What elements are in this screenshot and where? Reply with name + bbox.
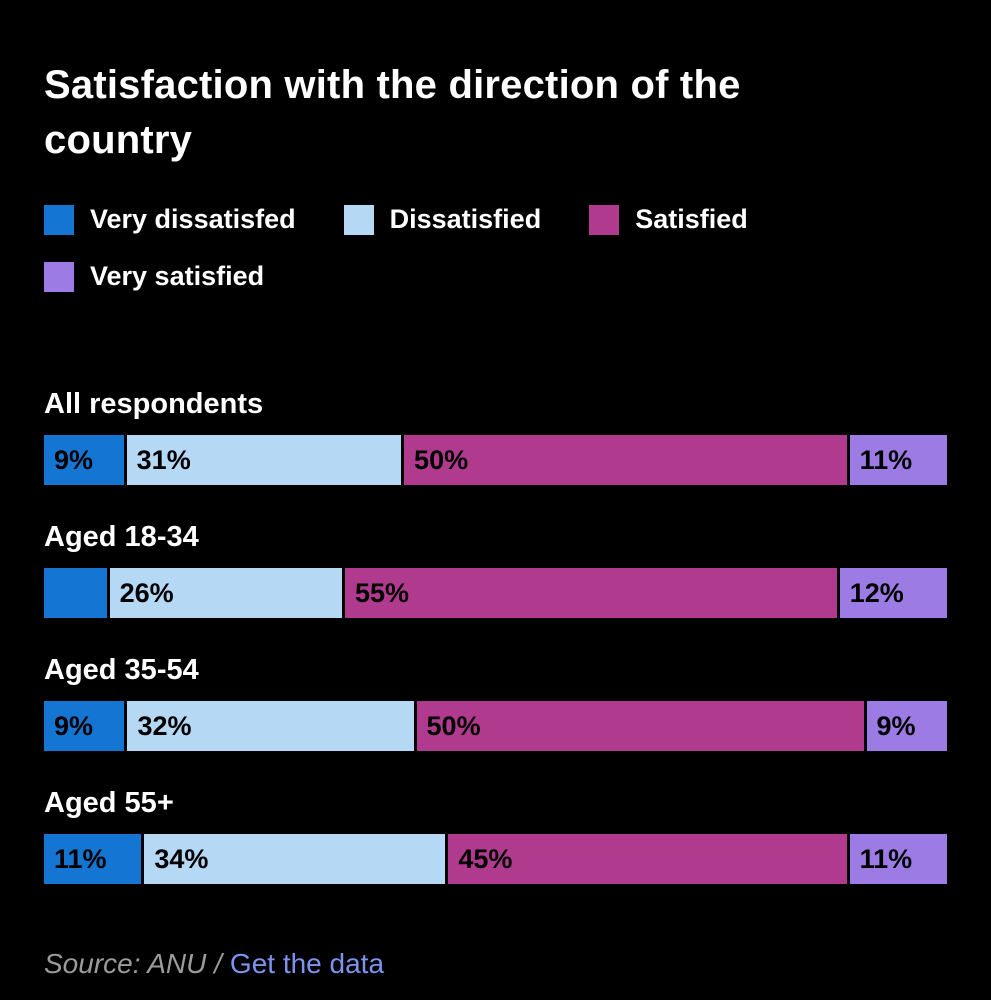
value-label: 50% bbox=[426, 710, 481, 741]
bar-segment: 11% bbox=[849, 834, 947, 885]
bar-segment: 55% bbox=[345, 568, 837, 619]
legend-item: Satisfied bbox=[589, 204, 748, 235]
legend-swatch bbox=[343, 204, 374, 235]
legend-swatch bbox=[44, 204, 74, 235]
value-label: 12% bbox=[849, 577, 904, 608]
chart-row: Aged 18-34 26% 55% 12% bbox=[44, 521, 947, 619]
bar-segment: 50% bbox=[416, 701, 864, 752]
stacked-bar: 9% 31% 50% 11% bbox=[44, 435, 947, 486]
source-line: Source: ANU / Get the data bbox=[44, 948, 947, 980]
bar-segment: 26% bbox=[109, 568, 343, 619]
category-label: Aged 55+ bbox=[44, 787, 174, 820]
value-label: 32% bbox=[137, 710, 192, 741]
bar-segment: 45% bbox=[448, 834, 847, 885]
value-label: 31% bbox=[136, 444, 191, 475]
bar-segment: 12% bbox=[839, 568, 947, 619]
bar-segment: 11% bbox=[849, 435, 947, 486]
legend-item: Dissatisfied bbox=[343, 204, 542, 235]
chart-row: Aged 55+ 11% 34% 45% 11% bbox=[44, 787, 947, 885]
bar-segment: 50% bbox=[404, 435, 847, 486]
stacked-bar-chart: All respondents 9% 31% 50% 11% Aged 18-34 26% 5… bbox=[44, 388, 947, 885]
legend-label: Very satisfied bbox=[90, 261, 265, 292]
bar-segment: 9% bbox=[44, 701, 125, 752]
bar-segment: 9% bbox=[44, 435, 124, 486]
source-text: Source: ANU / bbox=[44, 948, 222, 980]
value-label: 55% bbox=[355, 577, 410, 608]
value-label: 11% bbox=[54, 843, 107, 874]
bar-segment: 11% bbox=[44, 834, 142, 885]
value-label: 45% bbox=[458, 843, 513, 874]
category-label: Aged 18-34 bbox=[44, 521, 199, 554]
stacked-bar: 11% 34% 45% 11% bbox=[44, 834, 947, 885]
legend-label: Satisfied bbox=[635, 204, 748, 235]
legend-item: Very dissatisfed bbox=[44, 204, 296, 235]
chart-row: All respondents 9% 31% 50% 11% bbox=[44, 388, 947, 486]
legend-swatch bbox=[589, 204, 620, 235]
bar-segment: 9% bbox=[866, 701, 947, 752]
get-the-data-link[interactable]: Get the data bbox=[229, 948, 385, 980]
chart-title: Satisfaction with the direction of the c… bbox=[44, 63, 741, 163]
legend-item: Very satisfied bbox=[44, 261, 264, 292]
bar-segment: 34% bbox=[144, 834, 446, 885]
value-label: 50% bbox=[414, 444, 469, 475]
bar-segment: 31% bbox=[126, 435, 402, 486]
legend-label: Dissatisfied bbox=[389, 204, 542, 235]
value-label: 11% bbox=[859, 444, 913, 475]
value-label: 9% bbox=[54, 444, 94, 475]
stacked-bar: 9% 32% 50% 9% bbox=[44, 701, 947, 752]
chart-row: Aged 35-54 9% 32% 50% 9% bbox=[44, 654, 947, 752]
value-label: 26% bbox=[119, 577, 174, 608]
value-label: 34% bbox=[154, 843, 209, 874]
legend: Very dissatisfed Dissatisfied Satisfied Ver… bbox=[44, 204, 945, 292]
bar-segment: 32% bbox=[127, 701, 414, 752]
value-label: 9% bbox=[876, 710, 916, 741]
value-label: 11% bbox=[859, 843, 913, 874]
category-label: All respondents bbox=[44, 388, 264, 421]
legend-label: Very dissatisfed bbox=[90, 204, 296, 235]
bar-segment bbox=[44, 568, 107, 619]
stacked-bar: 26% 55% 12% bbox=[44, 568, 947, 619]
category-label: Aged 35-54 bbox=[44, 654, 199, 687]
value-label: 9% bbox=[54, 710, 94, 741]
legend-swatch bbox=[44, 261, 74, 292]
